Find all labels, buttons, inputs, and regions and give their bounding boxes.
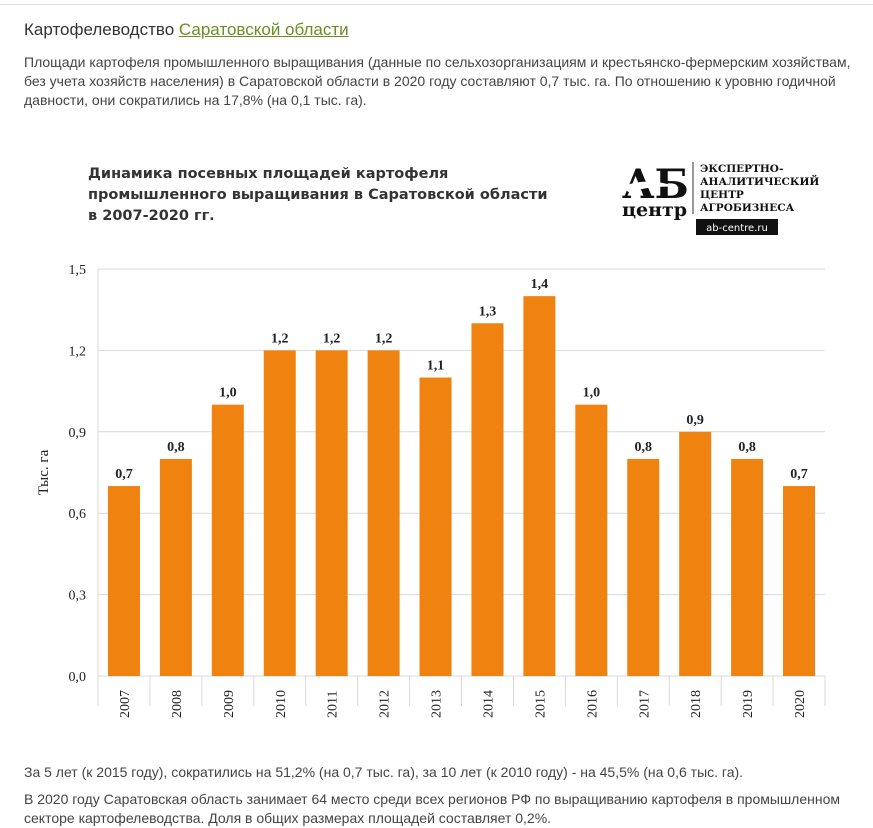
bar-2020 (783, 486, 816, 676)
x-tick-label: 2020 (793, 690, 808, 718)
svg-text:ab-centre.ru: ab-centre.ru (706, 223, 768, 234)
data-label: 1,3 (479, 304, 497, 319)
x-tick-label: 2014 (481, 690, 496, 718)
data-label: 0,7 (115, 467, 133, 482)
bar-2008 (159, 458, 192, 676)
bar-2013 (419, 377, 452, 676)
logo-text-line: ЭКСПЕРТНО- (700, 163, 783, 175)
bar-2007 (107, 486, 140, 676)
x-tick-label: 2010 (274, 690, 289, 718)
svg-text:центр: центр (622, 199, 687, 221)
leaf-icon (624, 181, 680, 192)
bar-2011 (315, 350, 348, 676)
y-tick-label: 0,0 (69, 670, 87, 685)
x-tick-label: 2019 (741, 690, 756, 718)
y-tick-label: 0,3 (69, 589, 87, 604)
x-tick-label: 2011 (326, 691, 341, 718)
ab-centre-logo: АБ центр ЭКСПЕРТНО- АНАЛИТИЧЕСКИЙ ЦЕНТР … (620, 158, 830, 236)
bar-2009 (211, 404, 244, 676)
heading-text: Картофелеводство (24, 20, 179, 39)
bar-chart: 0,0 0,3 0,6 0,9 1,2 1,5 0,7 2007 0,8 2008 1,0 2009 1… (36, 263, 826, 718)
data-label: 0,8 (635, 440, 653, 455)
logo-text-line: АНАЛИТИЧЕСКИЙ (700, 173, 819, 188)
data-label: 0,9 (686, 413, 704, 428)
top-divider (0, 0, 873, 5)
y-tick-label: 0,9 (69, 426, 87, 441)
logo-text-line: АГРОБИЗНЕСА (700, 202, 795, 214)
region-link[interactable]: Саратовской области (178, 20, 349, 39)
bar-2017 (627, 458, 660, 676)
data-label: 1,2 (271, 331, 289, 346)
bar-2015 (523, 296, 556, 676)
data-label: 1,0 (583, 386, 601, 401)
data-label: 1,0 (219, 386, 237, 401)
y-tick-label: 0,6 (69, 507, 87, 522)
bar-2014 (471, 323, 504, 676)
bar-2019 (731, 458, 764, 676)
chart-title: Динамика посевных площадей картофеля про… (88, 166, 548, 224)
section-heading: Картофелеводство Саратовской области (24, 20, 349, 40)
x-tick-label: 2013 (430, 690, 445, 718)
data-label: 1,1 (427, 359, 445, 374)
x-tick-label: 2012 (378, 690, 393, 718)
y-tick-label: 1,5 (69, 263, 87, 278)
x-tick-label: 2016 (585, 690, 600, 718)
x-tick-label: 2009 (222, 690, 237, 718)
x-tick-label: 2017 (637, 690, 652, 718)
bar-2016 (575, 404, 608, 676)
intro-paragraph: Площади картофеля промышленного выращива… (24, 54, 851, 108)
x-tick-label: 2018 (689, 690, 704, 718)
data-label: 0,8 (738, 440, 756, 455)
trend-paragraph: За 5 лет (к 2015 году), сократились на 5… (24, 764, 744, 780)
x-tick-label: 2007 (118, 690, 133, 718)
y-axis-label: Тыс. га (36, 449, 52, 495)
x-tick-label: 2015 (533, 690, 548, 718)
y-tick-label: 1,2 (69, 344, 87, 359)
rank-paragraph: В 2020 году Саратовская область занимает… (24, 791, 841, 826)
data-label: 1,2 (375, 331, 393, 346)
data-label: 1,2 (323, 331, 341, 346)
logo-text-line: ЦЕНТР (700, 189, 744, 201)
bar-2010 (263, 350, 296, 676)
bar-2018 (679, 431, 712, 676)
x-tick-label: 2008 (170, 690, 185, 718)
data-label: 1,4 (531, 277, 549, 292)
data-label: 0,7 (790, 467, 808, 482)
bar-2012 (367, 350, 400, 676)
data-label: 0,8 (167, 440, 185, 455)
